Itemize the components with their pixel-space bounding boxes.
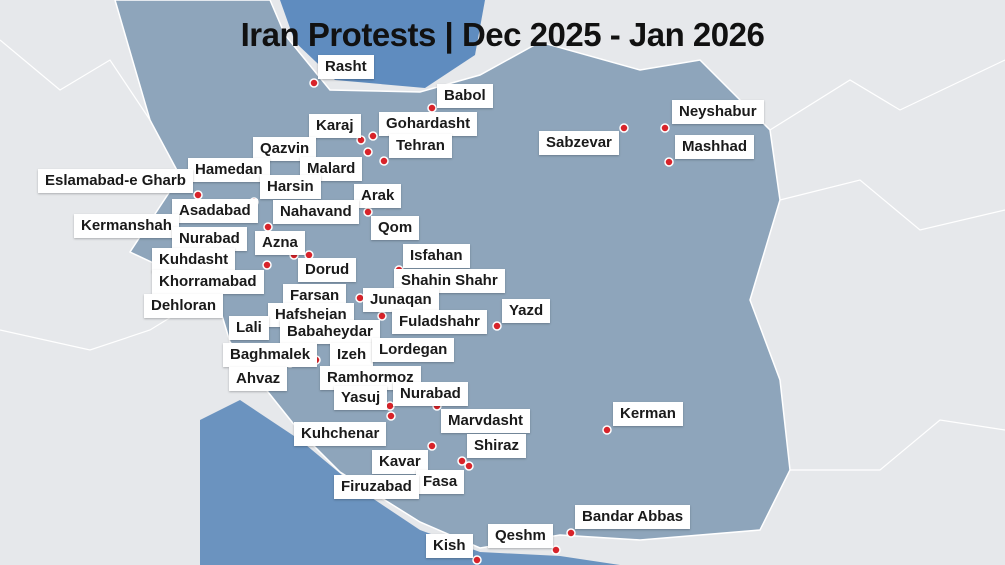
protest-dot xyxy=(492,321,502,331)
city-label: Hamedan xyxy=(188,158,270,182)
protest-dot xyxy=(427,441,437,451)
persian-gulf xyxy=(200,400,620,565)
city-label: Yazd xyxy=(502,299,551,323)
city-label: Asadabad xyxy=(172,199,258,223)
city-label: Baghmalek xyxy=(223,343,318,367)
protest-dot xyxy=(472,555,482,565)
border-line xyxy=(790,419,1005,471)
city-label: Fasa xyxy=(416,470,465,494)
protest-dot xyxy=(660,123,670,133)
protest-dot xyxy=(427,103,437,113)
city-label: Fuladshahr xyxy=(392,310,487,334)
city-label: Rasht xyxy=(318,55,374,79)
city-label: Lali xyxy=(229,316,269,340)
protest-dot xyxy=(566,528,576,538)
protest-dot xyxy=(619,123,629,133)
city-label: Arak xyxy=(354,184,402,208)
protest-dot xyxy=(377,311,387,321)
city-label: Junaqan xyxy=(363,288,439,312)
city-label: Dehloran xyxy=(144,294,224,318)
protest-dot xyxy=(602,425,612,435)
protest-dot xyxy=(363,147,373,157)
city-label: Nahavand xyxy=(273,200,359,224)
city-label: Kuhchenar xyxy=(294,422,387,446)
city-label: Kermanshah xyxy=(74,214,179,238)
city-label: Isfahan xyxy=(403,244,470,268)
border-line xyxy=(769,59,1005,131)
city-label: Kish xyxy=(426,534,473,558)
city-label: Gohardasht xyxy=(379,112,478,136)
city-label: Ahvaz xyxy=(229,367,288,391)
protest-dot xyxy=(664,157,674,167)
city-label: Dorud xyxy=(298,258,357,282)
city-label: Babol xyxy=(437,84,493,108)
city-label: Shiraz xyxy=(467,434,527,458)
city-label: Qom xyxy=(371,216,420,240)
city-label: Karaj xyxy=(309,114,361,138)
city-label: Kuhdasht xyxy=(152,248,236,272)
protest-dot xyxy=(368,131,378,141)
city-label: Sabzevar xyxy=(539,131,619,155)
protest-dot xyxy=(363,207,373,217)
city-label: Kerman xyxy=(613,402,683,426)
protest-dot xyxy=(356,135,366,145)
city-label: Azna xyxy=(255,231,305,255)
city-label: Lordegan xyxy=(372,338,455,362)
protest-dot xyxy=(309,78,319,88)
protest-dot xyxy=(386,411,396,421)
protest-dot xyxy=(457,456,467,466)
city-label: Izeh xyxy=(330,343,374,367)
city-label: Yasuj xyxy=(334,386,388,410)
city-label: Babaheydar xyxy=(280,320,380,344)
map-title: Iran Protests | Dec 2025 - Jan 2026 xyxy=(240,16,765,53)
border-line xyxy=(779,179,1005,231)
city-label: Khorramabad xyxy=(152,270,264,294)
city-label: Marvdasht xyxy=(441,409,531,433)
city-label: Bandar Abbas xyxy=(575,505,691,529)
border-line xyxy=(0,39,151,121)
city-label: Firuzabad xyxy=(334,475,419,499)
city-label: Nurabad xyxy=(393,382,468,406)
protest-dot xyxy=(464,461,474,471)
city-label: Nurabad xyxy=(172,227,247,251)
city-label: Eslamabad-e Gharb xyxy=(38,169,193,193)
protest-dot xyxy=(263,222,273,232)
protest-dot xyxy=(551,545,561,555)
protest-dot xyxy=(262,260,272,270)
city-label: Harsin xyxy=(260,175,321,199)
protest-dot xyxy=(379,156,389,166)
city-label: Mashhad xyxy=(675,135,755,159)
protest-dot xyxy=(193,190,203,200)
city-label: Tehran xyxy=(389,134,452,158)
city-label: Qeshm xyxy=(488,524,553,548)
city-label: Neyshabur xyxy=(672,100,764,124)
